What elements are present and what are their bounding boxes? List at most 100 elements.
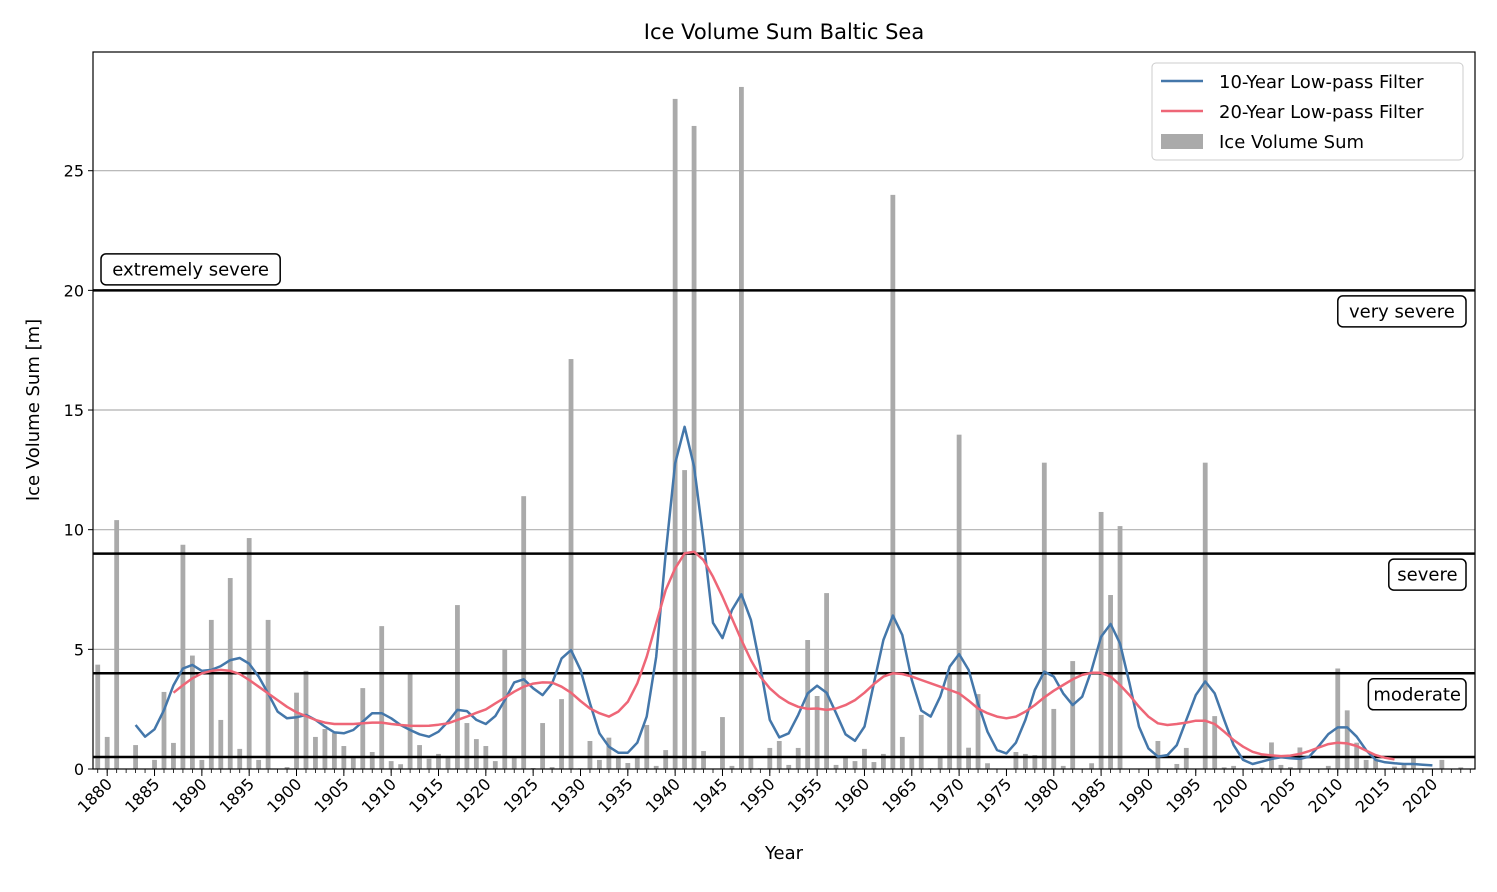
bar-1933 (606, 737, 612, 769)
bar-1940 (672, 98, 678, 769)
bar-1981 (1060, 765, 1066, 769)
bar-1928 (559, 699, 564, 769)
bar-1996 (1202, 462, 1208, 769)
annotation-box (100, 253, 281, 286)
bar-1912 (407, 672, 413, 769)
bar-1997 (1212, 716, 1218, 769)
bar-1955 (814, 696, 820, 769)
bar-1961 (871, 762, 877, 769)
bar-1910 (388, 761, 394, 769)
bar-1998 (1221, 767, 1227, 769)
bar-1901 (303, 670, 309, 769)
y-tick-label: 25 (64, 162, 84, 181)
bar-1960 (862, 748, 867, 769)
bar-1980 (1051, 708, 1057, 769)
bar-1926 (540, 723, 546, 769)
bar-1888 (180, 544, 186, 769)
bar-1973 (985, 763, 990, 769)
bar-1954 (805, 640, 811, 769)
bar-2011 (1344, 710, 1350, 769)
bar-1969 (947, 673, 953, 769)
line-20-year-low-pass (172, 550, 1395, 761)
bar-1927 (549, 767, 555, 769)
bar-1939 (663, 750, 669, 769)
legend-label-10-year: 10-Year Low-pass Filter (1219, 72, 1424, 93)
bar-1971 (966, 747, 971, 769)
bar-1906 (350, 757, 356, 769)
bar-1911 (398, 764, 404, 769)
bar-1907 (360, 688, 366, 769)
bar-2010 (1335, 668, 1341, 769)
bar-1956 (824, 593, 829, 769)
low-pass-lines (134, 425, 1433, 767)
legend-label-bars: Ice Volume Sum (1219, 132, 1364, 153)
bar-2023 (1458, 767, 1464, 769)
bar-1982 (1070, 661, 1076, 769)
bar-1896 (256, 759, 262, 769)
bar-1970 (956, 434, 962, 769)
bar-1942 (691, 125, 697, 770)
bar-1978 (1032, 755, 1038, 769)
bar-2009 (1325, 765, 1331, 769)
line-10-year-low-pass (134, 425, 1433, 767)
bar-1994 (1183, 747, 1189, 769)
bar-1880 (104, 736, 110, 769)
bar-1959 (852, 761, 858, 769)
bar-1993 (1174, 763, 1180, 769)
y-tick-label: 0 (74, 760, 84, 779)
bar-1914 (426, 758, 432, 769)
bar-1917 (455, 605, 460, 769)
annotation-label: very severe (1349, 301, 1455, 322)
bar-1908 (369, 752, 375, 769)
y-axis-ticks: 0 5 10 15 20 25 (64, 162, 93, 779)
bar-1886 (161, 691, 167, 769)
bar-1943 (701, 751, 706, 769)
legend-label-20-year: 20-Year Low-pass Filter (1219, 102, 1424, 123)
bar-1891 (208, 619, 214, 769)
bar-1916 (445, 757, 451, 769)
annotation-box (1337, 295, 1467, 328)
bar-1899 (284, 767, 290, 769)
y-axis-label: Ice Volume Sum [m] (23, 319, 44, 501)
bar-1890 (199, 759, 205, 769)
bar-1979 (1041, 462, 1047, 769)
bar-1929 (568, 359, 574, 769)
bar-1958 (843, 757, 848, 769)
severity-annotations: moderate severe very severe extremely sever… (100, 253, 1467, 711)
bar-1941 (682, 470, 688, 769)
bar-1952 (786, 764, 792, 769)
bar-2004 (1278, 764, 1284, 769)
bar-1999 (1231, 765, 1237, 769)
bar-1881 (114, 520, 120, 769)
bar-1892 (218, 719, 224, 769)
bar-1968 (937, 757, 943, 769)
legend: 10-Year Low-pass Filter 20-Year Low-pass… (1151, 62, 1464, 161)
bar-2014 (1373, 759, 1379, 769)
bar-1922 (502, 649, 508, 769)
bar-1977 (1022, 753, 1028, 769)
legend-box (1151, 62, 1464, 161)
bar-1934 (615, 757, 621, 769)
bar-1935 (625, 763, 631, 769)
bar-2021 (1439, 759, 1445, 769)
bar-2013 (1363, 759, 1369, 769)
annotation-label: moderate (1373, 684, 1461, 705)
bar-1915 (436, 753, 441, 769)
bar-1919 (473, 739, 479, 769)
bar-1885 (152, 759, 157, 769)
bar-1932 (597, 759, 602, 769)
bar-1953 (795, 747, 801, 769)
bar-1938 (653, 765, 659, 769)
bar-2016 (1392, 766, 1397, 769)
bar-1900 (294, 692, 299, 769)
bar-1947 (739, 86, 744, 769)
bar-1936 (634, 757, 640, 769)
bar-1894 (237, 748, 243, 769)
bar-1902 (313, 736, 318, 769)
bar-1948 (748, 757, 754, 769)
y-tick-label: 15 (64, 401, 84, 420)
bar-1965 (909, 756, 915, 769)
bar-1937 (644, 724, 650, 769)
bar-1986 (1108, 595, 1113, 769)
